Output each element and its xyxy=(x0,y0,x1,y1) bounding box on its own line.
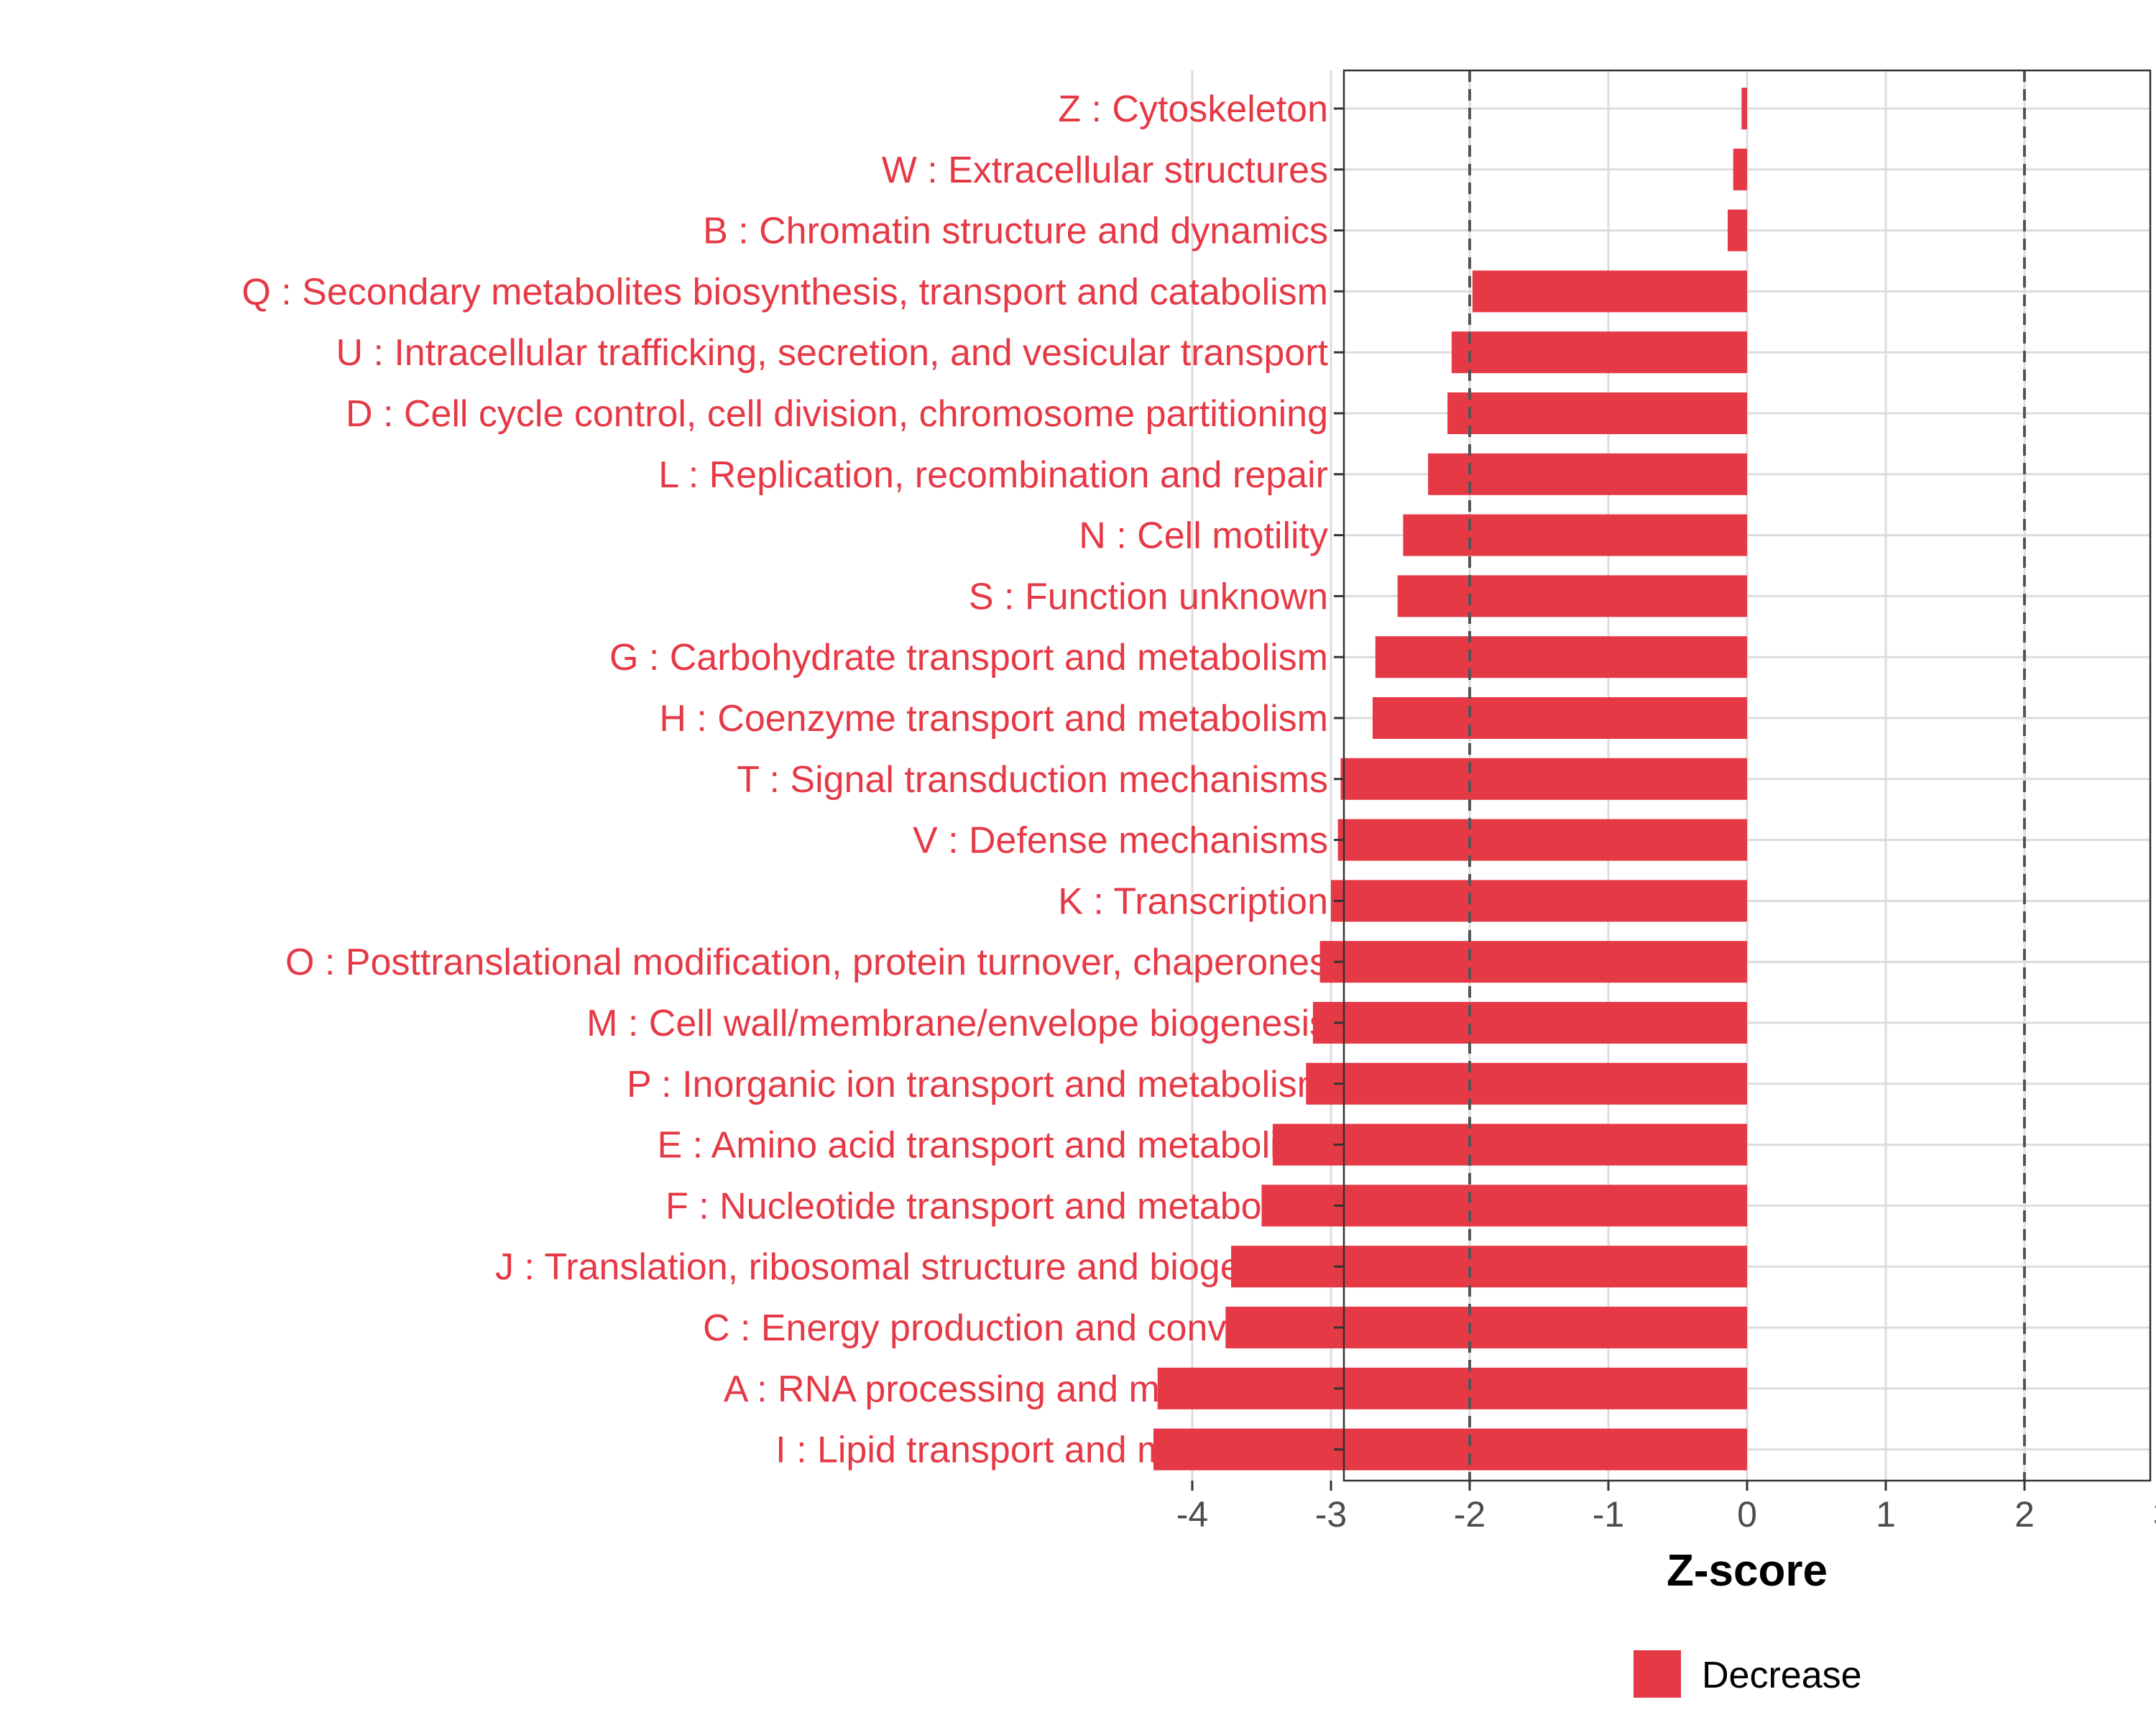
bar xyxy=(1372,697,1747,739)
x-tick-label: -1 xyxy=(1593,1494,1624,1535)
category-label: A : RNA processing and modification xyxy=(724,1368,1328,1410)
category-label: D : Cell cycle control, cell division, c… xyxy=(346,393,1328,435)
bar xyxy=(1272,1123,1747,1166)
x-tick-label: 2 xyxy=(2014,1494,2035,1535)
category-label: K : Transcription xyxy=(1058,880,1328,922)
legend-key-decrease xyxy=(1634,1650,1681,1698)
category-label: S : Function unknown xyxy=(969,576,1328,617)
bar xyxy=(1337,819,1747,861)
x-tick-label: -2 xyxy=(1454,1494,1485,1535)
bar xyxy=(1331,880,1747,922)
x-tick-label: 1 xyxy=(1876,1494,1896,1535)
category-label: O : Posttranslational modification, prot… xyxy=(285,942,1328,983)
bar xyxy=(1153,1428,1747,1471)
legend-label-decrease: Decrease xyxy=(1702,1655,1862,1696)
bar xyxy=(1727,209,1747,252)
x-tick-label: 0 xyxy=(1737,1494,1757,1535)
category-label: N : Cell motility xyxy=(1079,515,1328,557)
bar xyxy=(1157,1367,1747,1409)
category-label: Q : Secondary metabolites biosynthesis, … xyxy=(241,271,1328,313)
category-label: G : Carbohydrate transport and metabolis… xyxy=(609,637,1328,678)
category-label: M : Cell wall/membrane/envelope biogenes… xyxy=(586,1003,1328,1044)
y-axis: Z : Cytoskeleton W : Extracellular struct… xyxy=(241,88,1344,1471)
category-label: E : Amino acid transport and metabolism xyxy=(657,1125,1328,1167)
bar xyxy=(1375,636,1747,678)
bar xyxy=(1225,1307,1747,1348)
category-label: F : Nucleotide transport and metabolism xyxy=(665,1185,1328,1227)
x-axis: -4-3-2-101234 xyxy=(1176,1481,2156,1535)
category-label: U : Intracellular trafficking, secretion… xyxy=(336,332,1328,374)
category-label: P : Inorganic ion transport and metaboli… xyxy=(627,1064,1328,1105)
bar xyxy=(1741,88,1747,129)
category-label: H : Coenzyme transport and metabolism xyxy=(659,698,1328,740)
category-label: W : Extracellular structures xyxy=(882,150,1328,191)
category-label: C : Energy production and conversion xyxy=(703,1307,1328,1349)
bar xyxy=(1231,1246,1747,1288)
x-tick-label: 3 xyxy=(2153,1494,2156,1535)
bar xyxy=(1312,1002,1747,1044)
legend: Decrease xyxy=(1634,1650,1862,1698)
bar xyxy=(1306,1062,1747,1105)
bar xyxy=(1451,331,1747,374)
reference-lines xyxy=(1468,70,2026,1481)
category-label: V : Defense mechanisms xyxy=(913,820,1328,862)
x-axis-title: Z-score xyxy=(1667,1546,1828,1596)
bar xyxy=(1428,453,1747,495)
bar xyxy=(1403,514,1747,556)
bar xyxy=(1733,148,1747,190)
bar xyxy=(1319,941,1747,983)
bar xyxy=(1447,392,1747,434)
category-label: B : Chromatin structure and dynamics xyxy=(703,211,1328,252)
category-label: L : Replication, recombination and repai… xyxy=(658,454,1328,496)
category-label: T : Signal transduction mechanisms xyxy=(737,759,1328,801)
category-label: J : Translation, ribosomal structure and… xyxy=(495,1246,1328,1288)
bar xyxy=(1340,758,1747,800)
category-label: I : Lipid transport and metabolism xyxy=(775,1430,1328,1471)
bar xyxy=(1472,270,1747,313)
category-label: Z : Cytoskeleton xyxy=(1058,88,1328,130)
x-tick-label: -4 xyxy=(1176,1494,1208,1535)
x-tick-label: -3 xyxy=(1315,1494,1347,1535)
bar xyxy=(1397,575,1747,617)
